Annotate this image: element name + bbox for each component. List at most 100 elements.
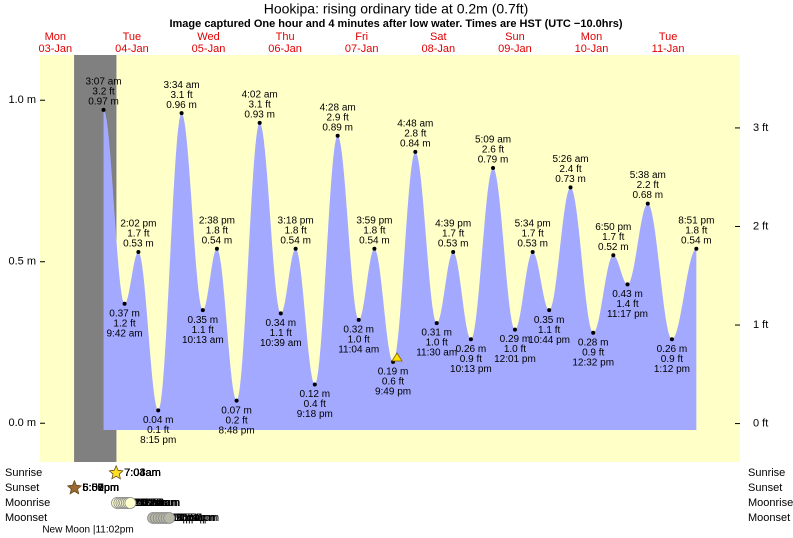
astro-time: 6:01pm (83, 482, 120, 494)
tide-label: 3:34 am (164, 80, 200, 91)
astro-row-label: Moonrise (5, 497, 50, 509)
tide-label: 0.43 m (612, 289, 643, 300)
tide-label: 0.53 m (438, 239, 469, 250)
tide-label: 1.8 ft (685, 225, 707, 236)
astro-time: 7:04am (124, 467, 161, 479)
tide-label: 0.68 m (632, 190, 663, 201)
tide-point (530, 250, 535, 255)
tide-label: 11:30 am (416, 348, 457, 359)
tide-point (625, 282, 630, 287)
date-label: 05-Jan (192, 43, 226, 55)
tide-label: 2.2 ft (637, 180, 659, 191)
tide-point (372, 246, 377, 251)
tide-label: 0.34 m (266, 318, 297, 329)
tide-label: 10:13 am (182, 335, 224, 346)
tide-label: 0.9 ft (582, 347, 604, 358)
tide-point (122, 301, 127, 306)
tide-label: 0.32 m (343, 325, 374, 336)
tide-label: 0.29 m (500, 334, 531, 345)
tide-label: 10:13 pm (450, 364, 492, 375)
y2-tick-label: 2 ft (753, 220, 768, 232)
tide-label: 0.37 m (109, 308, 140, 319)
astro-time: 7:04am (124, 467, 161, 479)
tide-label: 1.7 ft (522, 229, 544, 240)
tide-label: 0.07 m (221, 405, 252, 416)
astro-time: 11:31am (138, 497, 180, 509)
moonrise-icon (124, 497, 137, 509)
tide-point (451, 250, 456, 255)
tide-label: 8:15 pm (140, 435, 176, 446)
tide-label: 1.0 ft (426, 338, 448, 349)
tide-label: 4:48 am (397, 119, 433, 130)
astro-time: 5:59pm (82, 482, 119, 494)
date-label: 06-Jan (268, 43, 302, 55)
astro-row-label: Sunrise (5, 467, 42, 479)
tide-label: 3:07 am (85, 77, 121, 88)
tide-label: 0.52 m (598, 242, 629, 253)
tide-label: 1.0 ft (348, 335, 370, 346)
tide-point (468, 337, 473, 342)
chart-title: Hookipa: rising ordinary tide at 0.2m (0… (264, 1, 529, 17)
tide-point (234, 398, 239, 403)
tide-layer (103, 109, 697, 431)
sunrise-icon (108, 465, 124, 480)
weekday-label: Sun (505, 31, 525, 43)
tide-label: 0.1 ft (147, 425, 169, 436)
tide-point (568, 185, 573, 190)
tide-label: 5:09 am (475, 135, 511, 146)
astro-time: 5:57pm (82, 482, 119, 494)
chart-subtitle: Image captured One hour and 4 minutes af… (169, 18, 622, 30)
astro-time: 7:04am (124, 467, 161, 479)
tide-label: 3:59 pm (356, 215, 392, 226)
tide-label: 1.8 ft (206, 225, 228, 236)
tide-label: 9:49 pm (375, 387, 411, 398)
tide-point (611, 253, 616, 258)
tide-point (694, 246, 699, 251)
y-tick-label: 0.0 m (8, 417, 36, 429)
tide-point (356, 317, 361, 322)
tide-label: 0.4 ft (304, 399, 326, 410)
tide-point (257, 120, 262, 125)
tide-label: 1.1 ft (270, 328, 292, 339)
tide-label: 5:38 am (630, 170, 666, 181)
tide-label: 0.35 m (534, 315, 565, 326)
tide-label: 2:02 pm (120, 219, 156, 230)
tide-label: 1.0 ft (504, 344, 526, 355)
date-label: 04-Jan (115, 43, 149, 55)
date-label: 03-Jan (38, 43, 72, 55)
tide-label: 2:38 pm (199, 215, 235, 226)
tide-label: 0.89 m (322, 122, 353, 133)
astro-row-label: Sunrise (748, 467, 785, 479)
tide-label: 0.26 m (456, 344, 487, 355)
moon-phase: New Moon |11:02pm (42, 525, 133, 536)
tide-label: 8:48 pm (219, 425, 255, 436)
tide-point (645, 201, 650, 206)
tide-label: 0.96 m (166, 100, 197, 111)
astro-time: 9:52am (133, 497, 170, 509)
tide-label: 1.7 ft (602, 232, 624, 243)
astro-time: 8:43am (129, 497, 166, 509)
tide-label: 11:17 pm (607, 309, 648, 320)
weekday-label: Mon (45, 31, 66, 43)
astro-time: 6:02pm (83, 482, 120, 494)
tide-label: 10:39 am (260, 338, 302, 349)
tide-label: 0.79 m (478, 155, 509, 166)
tide-label: 1.1 ft (538, 325, 560, 336)
tide-point (591, 330, 596, 335)
y2-tick-label: 1 ft (753, 319, 768, 331)
tide-label: 0.19 m (378, 367, 409, 378)
tide-point (312, 382, 317, 387)
tide-label: 1.2 ft (113, 318, 135, 329)
weekday-label: Mon (581, 31, 602, 43)
tide-label: 3.1 ft (170, 90, 192, 101)
tide-point (101, 107, 106, 112)
tide-label: 0.84 m (400, 139, 431, 150)
tide-label: 8:51 pm (678, 215, 714, 226)
astro-time: 8:04am (127, 497, 164, 509)
current-tide-marker (391, 352, 403, 362)
tide-point (434, 321, 439, 326)
tide-label: 1.8 ft (285, 225, 307, 236)
y2-tick-label: 0 ft (753, 417, 768, 429)
tide-point (413, 149, 418, 154)
astro-time: 9:15pm (169, 512, 206, 524)
